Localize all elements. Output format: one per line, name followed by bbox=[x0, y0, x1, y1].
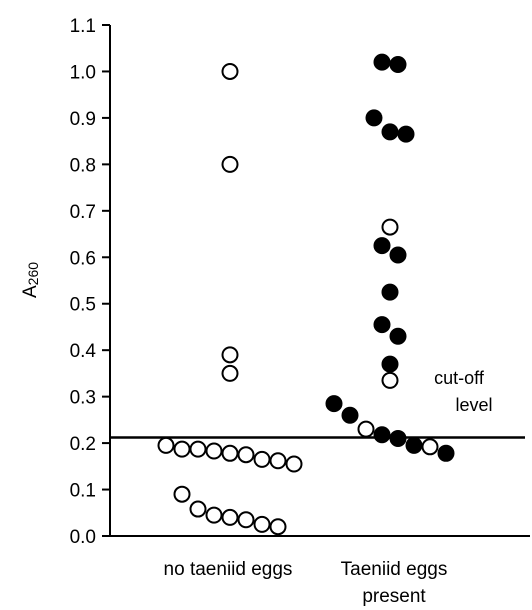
data-point-filled bbox=[389, 429, 407, 447]
axes bbox=[109, 25, 530, 537]
data-point-open bbox=[357, 420, 375, 438]
y-tick-label: 0.2 bbox=[70, 434, 96, 455]
y-axis-label: A260 bbox=[20, 262, 41, 298]
data-point-filled bbox=[389, 246, 407, 264]
data-point-filled bbox=[389, 55, 407, 73]
data-point-filled bbox=[325, 395, 343, 413]
data-point-open bbox=[237, 446, 255, 464]
data-point-filled bbox=[341, 406, 359, 424]
y-tick-label: 0.1 bbox=[70, 481, 96, 502]
data-point-open bbox=[189, 500, 207, 518]
data-point-open bbox=[269, 452, 287, 470]
data-point-filled bbox=[373, 237, 391, 255]
data-point-filled bbox=[373, 426, 391, 444]
data-point-filled bbox=[389, 327, 407, 345]
category-label-eggs-present-line1: Taeniid eggs bbox=[341, 559, 448, 580]
data-point-open bbox=[221, 444, 239, 462]
y-tick-label: 0.0 bbox=[70, 527, 96, 548]
y-tick-label: 1.0 bbox=[70, 62, 96, 83]
data-point-open bbox=[189, 440, 207, 458]
data-point-open bbox=[381, 371, 399, 389]
data-points bbox=[157, 53, 455, 536]
data-point-open bbox=[157, 436, 175, 454]
data-point-open bbox=[205, 442, 223, 460]
data-point-filled bbox=[373, 316, 391, 334]
data-point-filled bbox=[381, 283, 399, 301]
data-point-open bbox=[253, 450, 271, 468]
data-point-open bbox=[285, 455, 303, 473]
cutoff-label-line2: level bbox=[455, 395, 492, 415]
data-point-open bbox=[221, 155, 239, 173]
data-point-filled bbox=[381, 355, 399, 373]
data-point-open bbox=[173, 440, 191, 458]
data-point-open bbox=[221, 62, 239, 80]
data-point-open bbox=[221, 346, 239, 364]
y-tick-label: 0.7 bbox=[70, 202, 96, 223]
y-tick-label: 0.3 bbox=[70, 388, 96, 409]
data-point-filled bbox=[397, 125, 415, 143]
category-label-no-eggs: no taeniid eggs bbox=[164, 559, 293, 580]
data-point-filled bbox=[405, 436, 423, 454]
data-point-open bbox=[253, 515, 271, 533]
data-point-open bbox=[221, 508, 239, 526]
data-point-open bbox=[237, 511, 255, 529]
data-point-filled bbox=[437, 444, 455, 462]
y-ticks: 0.0 0.1 0.2 0.3 0.4 0.5 0.6 0.7 0.8 0.9 1.0 1.1 bbox=[70, 16, 110, 548]
cutoff-label-line1: cut-off bbox=[434, 368, 485, 388]
data-point-filled bbox=[373, 53, 391, 71]
data-point-open bbox=[205, 506, 223, 524]
category-label-eggs-present-line2: present bbox=[362, 586, 426, 607]
y-axis-label-main: A bbox=[20, 285, 41, 298]
data-point-open bbox=[173, 485, 191, 503]
y-tick-label: 0.4 bbox=[70, 341, 97, 362]
data-point-open bbox=[269, 518, 287, 536]
data-point-filled bbox=[381, 123, 399, 141]
y-tick-label: 0.8 bbox=[70, 155, 96, 176]
data-point-filled bbox=[365, 109, 383, 127]
data-point-open bbox=[381, 218, 399, 236]
y-tick-label: 1.1 bbox=[70, 16, 96, 37]
data-point-open bbox=[421, 438, 439, 456]
y-tick-label: 0.6 bbox=[70, 248, 96, 269]
data-point-open bbox=[221, 364, 239, 382]
y-axis-label-sub: 260 bbox=[25, 262, 41, 286]
y-tick-label: 0.5 bbox=[70, 295, 96, 316]
y-tick-label: 0.9 bbox=[70, 109, 96, 130]
